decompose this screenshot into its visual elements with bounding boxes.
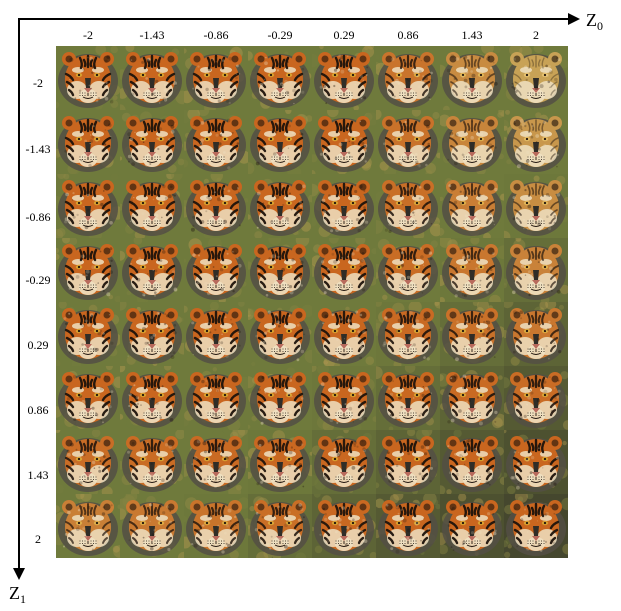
tiger-face-cell: [248, 366, 312, 430]
tiger-face-cell: [440, 46, 504, 110]
tiger-face-cell: [376, 430, 440, 494]
tiger-face-cell: [312, 302, 376, 366]
z0-tick-label: -1.43: [139, 28, 165, 42]
tiger-face-cell: [248, 238, 312, 302]
tiger-face-cell: [184, 110, 248, 174]
tiger-face-cell: [248, 110, 312, 174]
tiger-face-cell: [376, 46, 440, 110]
z1-arrowhead-icon: [13, 568, 25, 580]
tiger-face-cell: [248, 494, 312, 558]
z0-arrowhead-icon: [568, 13, 580, 25]
tiger-face-cell: [56, 238, 120, 302]
tiger-face-cell: [376, 494, 440, 558]
tiger-face-cell: [120, 430, 184, 494]
tiger-face-cell: [248, 302, 312, 366]
tiger-face-cell: [504, 110, 568, 174]
z0-tick-label: -0.86: [203, 28, 229, 42]
tiger-face-cell: [120, 238, 184, 302]
tiger-face-cell: [184, 302, 248, 366]
tiger-face-cell: [120, 366, 184, 430]
tiger-face-cell: [440, 110, 504, 174]
z0-tick-label: 0.86: [397, 28, 419, 42]
tiger-face-cell: [312, 366, 376, 430]
z1-tick-label: -2: [33, 76, 43, 90]
tiger-face-cell: [184, 494, 248, 558]
tiger-face-cell: [56, 110, 120, 174]
tiger-face-cell: [56, 430, 120, 494]
tiger-face-cell: [248, 46, 312, 110]
tiger-face-cell: [312, 46, 376, 110]
tiger-face-cell: [376, 238, 440, 302]
z1-axis-label: Z1: [9, 583, 26, 606]
tiger-face-cell: [504, 366, 568, 430]
tiger-face-cell: [504, 238, 568, 302]
tiger-face-cell: [120, 46, 184, 110]
tiger-face-cell: [120, 494, 184, 558]
tiger-face-cell: [376, 110, 440, 174]
z1-axis-line: [18, 18, 20, 570]
z1-tick-label: 2: [35, 532, 41, 546]
tiger-face-cell: [312, 110, 376, 174]
z0-tick-label: 2: [533, 28, 539, 42]
z0-tick-label: 1.43: [461, 28, 483, 42]
tiger-face-cell: [504, 302, 568, 366]
tiger-face-cell: [440, 174, 504, 238]
tiger-face-cell: [504, 430, 568, 494]
z0-tick-label: -2: [83, 28, 93, 42]
tiger-face-cell: [248, 430, 312, 494]
z1-tick-label: -0.86: [25, 210, 51, 224]
tiger-face-cell: [184, 46, 248, 110]
tiger-face-cell: [56, 174, 120, 238]
tiger-face-cell: [184, 174, 248, 238]
z1-tick-label: 1.43: [27, 468, 49, 482]
tiger-face-cell: [312, 174, 376, 238]
tiger-face-cell: [440, 494, 504, 558]
z0-axis-label: Z0: [586, 10, 603, 33]
tiger-face-cell: [312, 430, 376, 494]
tiger-face-cell: [312, 238, 376, 302]
z1-tick-label: 0.86: [27, 403, 49, 417]
tiger-face-cell: [376, 174, 440, 238]
tiger-face-cell: [56, 366, 120, 430]
tiger-face-cell: [56, 494, 120, 558]
tiger-face-cell: [120, 174, 184, 238]
tiger-face-cell: [248, 174, 312, 238]
tiger-face-cell: [440, 302, 504, 366]
tiger-face-cell: [120, 110, 184, 174]
z1-tick-label: -1.43: [25, 142, 51, 156]
tiger-face-cell: [504, 46, 568, 110]
z1-tick-label: 0.29: [27, 338, 49, 352]
tiger-face-cell: [184, 366, 248, 430]
z0-tick-label: -0.29: [267, 28, 293, 42]
tiger-face-cell: [120, 302, 184, 366]
tiger-face-cell: [440, 238, 504, 302]
tiger-face-cell: [184, 238, 248, 302]
tiger-face-cell: [56, 46, 120, 110]
tiger-face-cell: [504, 174, 568, 238]
tiger-face-cell: [376, 366, 440, 430]
tiger-face-cell: [440, 366, 504, 430]
image-grid: [56, 46, 568, 558]
tiger-face-cell: [376, 302, 440, 366]
tiger-face-cell: [504, 494, 568, 558]
z1-tick-label: -0.29: [25, 273, 51, 287]
z0-axis-line: [18, 18, 570, 20]
tiger-face-cell: [312, 494, 376, 558]
z0-tick-label: 0.29: [333, 28, 355, 42]
tiger-face-cell: [56, 302, 120, 366]
tiger-face-cell: [440, 430, 504, 494]
tiger-face-cell: [184, 430, 248, 494]
